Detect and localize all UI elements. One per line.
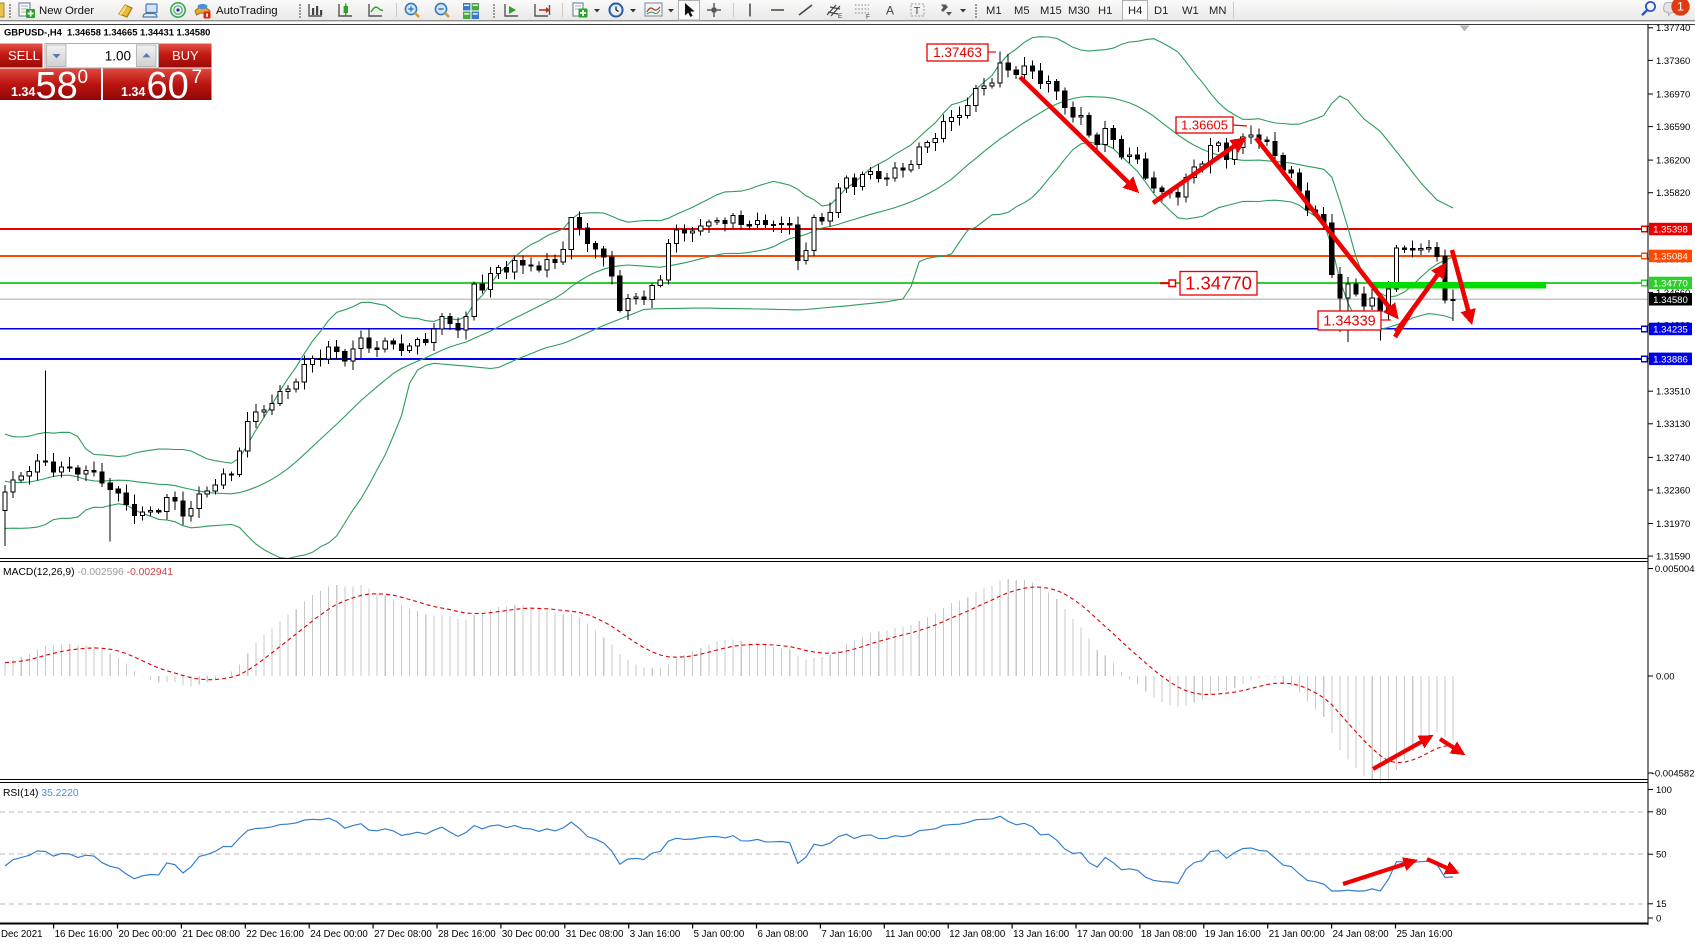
svg-text:AutoTrading: AutoTrading: [216, 5, 278, 17]
svg-text:20 Dec 00:00: 20 Dec 00:00: [119, 929, 177, 940]
svg-text:16 Dec 16:00: 16 Dec 16:00: [55, 929, 113, 940]
svg-text:1.35084: 1.35084: [1653, 252, 1688, 263]
svg-text:24 Jan 08:00: 24 Jan 08:00: [1333, 929, 1390, 940]
svg-text:T: T: [914, 5, 921, 17]
svg-text:1.33510: 1.33510: [1656, 387, 1690, 398]
svg-text:-0.004582: -0.004582: [1652, 768, 1695, 779]
svg-text:H4: H4: [1128, 5, 1142, 17]
svg-text:0.005004: 0.005004: [1655, 564, 1695, 575]
svg-text:1.31590: 1.31590: [1656, 552, 1690, 563]
svg-text:1.32360: 1.32360: [1656, 485, 1690, 496]
svg-text:1.37740: 1.37740: [1656, 23, 1690, 34]
svg-text:E: E: [838, 13, 843, 20]
svg-text:1.31970: 1.31970: [1656, 519, 1690, 530]
svg-text:0: 0: [78, 67, 89, 88]
svg-text:1.34339: 1.34339: [1323, 313, 1375, 329]
svg-text:1.34770: 1.34770: [1653, 279, 1688, 290]
svg-text:22 Dec 16:00: 22 Dec 16:00: [246, 929, 304, 940]
svg-text:21 Dec 08:00: 21 Dec 08:00: [182, 929, 240, 940]
svg-text:New Order: New Order: [39, 5, 94, 17]
svg-text:M5: M5: [1014, 5, 1030, 17]
svg-text:58: 58: [36, 65, 78, 107]
svg-text:1.36200: 1.36200: [1656, 156, 1690, 167]
svg-text:1.34235: 1.34235: [1653, 324, 1688, 335]
svg-text:MACD(12,26,9) -0.002596 -0.002: MACD(12,26,9) -0.002596 -0.002941: [3, 567, 173, 578]
svg-text:100: 100: [1656, 785, 1672, 796]
svg-text:GBPUSD-,H4 1.34658 1.34665 1.: GBPUSD-,H4 1.34658 1.34665 1.34431 1.345…: [4, 27, 210, 38]
svg-text:25 Jan 16:00: 25 Jan 16:00: [1397, 929, 1454, 940]
svg-text:1.34580: 1.34580: [1653, 295, 1688, 306]
svg-text:MN: MN: [1209, 5, 1226, 17]
svg-text:M1: M1: [986, 5, 1002, 17]
svg-text:1.34: 1.34: [121, 85, 145, 99]
svg-text:0: 0: [1656, 913, 1661, 924]
svg-text:1.35398: 1.35398: [1653, 225, 1688, 236]
svg-text:1.00: 1.00: [105, 49, 131, 64]
svg-text:24 Dec 00:00: 24 Dec 00:00: [310, 929, 368, 940]
svg-text:1.32740: 1.32740: [1656, 453, 1690, 464]
svg-text:0.00: 0.00: [1656, 671, 1675, 682]
svg-text:27 Dec 08:00: 27 Dec 08:00: [374, 929, 432, 940]
svg-text:13 Jan 16:00: 13 Jan 16:00: [1013, 929, 1070, 940]
svg-text:1.37360: 1.37360: [1656, 56, 1690, 67]
svg-text:19 Jan 16:00: 19 Jan 16:00: [1205, 929, 1262, 940]
svg-text:SELL: SELL: [8, 48, 40, 63]
svg-text:1.33886: 1.33886: [1653, 354, 1688, 365]
svg-text:BUY: BUY: [172, 48, 199, 63]
svg-text:1.33130: 1.33130: [1656, 419, 1690, 430]
svg-text:H1: H1: [1098, 5, 1112, 17]
svg-text:31 Dec 08:00: 31 Dec 08:00: [566, 929, 624, 940]
svg-text:1.34770: 1.34770: [1185, 273, 1252, 294]
svg-text:1.36605: 1.36605: [1181, 117, 1228, 132]
svg-text:12 Jan 08:00: 12 Jan 08:00: [949, 929, 1006, 940]
svg-text:30 Dec 00:00: 30 Dec 00:00: [502, 929, 560, 940]
svg-text:1.35820: 1.35820: [1656, 188, 1690, 199]
svg-text:Dec 2021: Dec 2021: [1, 929, 42, 940]
svg-text:5 Jan 00:00: 5 Jan 00:00: [694, 929, 745, 940]
svg-text:M30: M30: [1068, 5, 1090, 17]
svg-text:1.36590: 1.36590: [1656, 122, 1690, 133]
svg-text:1.34: 1.34: [11, 85, 35, 99]
svg-text:15: 15: [1656, 899, 1667, 910]
svg-text:1.37463: 1.37463: [933, 45, 982, 60]
svg-text:7: 7: [192, 67, 203, 88]
svg-text:3 Jan 16:00: 3 Jan 16:00: [630, 929, 681, 940]
svg-text:7 Jan 16:00: 7 Jan 16:00: [821, 929, 872, 940]
svg-text:M15: M15: [1040, 5, 1062, 17]
svg-text:F: F: [866, 14, 870, 21]
svg-text:6 Jan 08:00: 6 Jan 08:00: [758, 929, 809, 940]
svg-text:11 Jan 00:00: 11 Jan 00:00: [885, 929, 941, 940]
svg-text:A: A: [886, 4, 894, 18]
svg-text:W1: W1: [1182, 5, 1199, 17]
svg-text:60: 60: [147, 65, 189, 107]
svg-text:80: 80: [1656, 807, 1667, 818]
svg-text:1: 1: [1677, 0, 1684, 14]
svg-text:D1: D1: [1154, 5, 1168, 17]
svg-text:18 Jan 08:00: 18 Jan 08:00: [1141, 929, 1198, 940]
svg-text:RSI(14) 35.2220: RSI(14) 35.2220: [3, 788, 79, 799]
svg-text:28 Dec 16:00: 28 Dec 16:00: [438, 929, 496, 940]
svg-text:1.36970: 1.36970: [1656, 89, 1690, 100]
svg-text:50: 50: [1656, 850, 1667, 861]
svg-text:21 Jan 00:00: 21 Jan 00:00: [1269, 929, 1326, 940]
svg-text:17 Jan 00:00: 17 Jan 00:00: [1077, 929, 1134, 940]
